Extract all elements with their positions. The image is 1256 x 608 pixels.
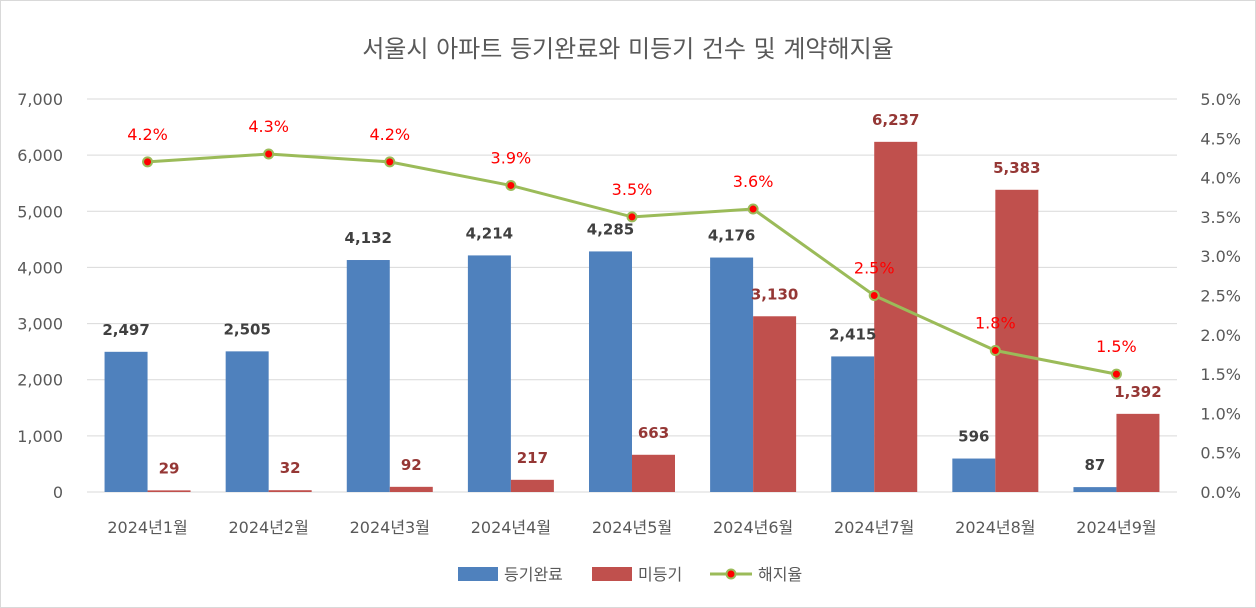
data-label-등기완료: 4,214: [466, 224, 513, 242]
data-label-미등기: 3,130: [751, 285, 798, 303]
axes: 0 1,000 2,000 3,000 4,000 5,000 6,000 7,000 0.0%…: [17, 90, 1241, 537]
legend-swatch-미등기: [592, 567, 632, 581]
y-left-tick-label: 7,000: [17, 90, 63, 109]
point-해지율: [747, 203, 759, 215]
y-left-tick-label: 3,000: [17, 315, 63, 334]
bar-등기완료: [710, 257, 754, 492]
legend-swatch-등기완료: [458, 567, 498, 581]
data-label-미등기: 663: [638, 424, 669, 442]
x-tick-label: 2024년7월: [834, 518, 914, 537]
bar-등기완료: [589, 251, 632, 492]
data-label-미등기: 1,392: [1114, 383, 1161, 401]
point-해지율: [1110, 368, 1122, 380]
y-left-tick-label: 2,000: [17, 371, 63, 390]
y-right-tick-label: 2.0%: [1200, 326, 1241, 345]
point-해지율: [384, 156, 396, 168]
y-right-tick-label: 1.0%: [1200, 404, 1241, 423]
bar-미등기: [995, 189, 1039, 492]
data-label-해지율: 3.5%: [612, 180, 653, 199]
y-left-tick-label: 5,000: [17, 202, 63, 221]
bar-등기완료: [831, 356, 875, 492]
data-label-미등기: 6,237: [872, 111, 919, 129]
data-label-등기완료: 4,132: [345, 229, 392, 247]
data-label-미등기: 32: [280, 459, 301, 477]
x-tick-label: 2024년4월: [471, 518, 551, 537]
data-label-등기완료: 596: [958, 428, 989, 446]
data-label-미등기: 5,383: [993, 159, 1040, 177]
y-right-tick-label: 5.0%: [1200, 90, 1241, 109]
bars: [104, 141, 1160, 492]
x-tick-label: 2024년2월: [228, 518, 308, 537]
x-tick-label: 2024년1월: [107, 518, 187, 537]
y-left-tick-label: 0: [53, 483, 63, 502]
bar-등기완료: [1073, 487, 1117, 492]
bar-등기완료: [952, 458, 996, 492]
legend-marker-해지율: [725, 568, 737, 580]
x-tick-label: 2024년3월: [350, 518, 430, 537]
point-해지율: [263, 148, 275, 160]
data-label-미등기: 92: [401, 456, 422, 474]
bar-미등기: [389, 486, 433, 492]
data-label-해지율: 3.9%: [491, 148, 532, 167]
y-right-tick-label: 0.0%: [1200, 483, 1241, 502]
y-left-tick-label: 4,000: [17, 258, 63, 277]
data-label-등기완료: 87: [1085, 456, 1106, 474]
x-tick-label: 2024년8월: [955, 518, 1035, 537]
y-right-tick-label: 2.5%: [1200, 287, 1241, 306]
data-label-등기완료: 4,285: [587, 220, 634, 238]
chart-title: 서울시 아파트 등기완료와 미등기 건수 및 계약해지율: [362, 35, 894, 63]
y-right-tick-label: 0.5%: [1200, 444, 1241, 463]
data-label-해지율: 1.5%: [1096, 337, 1137, 356]
y-right-tick-label: 4.5%: [1200, 129, 1241, 148]
data-label-해지율: 4.3%: [248, 117, 289, 136]
point-해지율: [142, 156, 154, 168]
bar-등기완료: [346, 260, 390, 492]
data-label-해지율: 4.2%: [127, 125, 168, 144]
data-label-해지율: 2.5%: [854, 259, 895, 278]
y-right-tick-label: 3.5%: [1200, 208, 1241, 227]
point-해지율: [626, 211, 638, 223]
bar-등기완료: [104, 351, 148, 492]
bar-미등기: [632, 454, 675, 492]
y-left-tick-label: 1,000: [17, 427, 63, 446]
bar-등기완료: [225, 351, 269, 492]
y-right-tick-label: 3.0%: [1200, 247, 1241, 266]
data-label-미등기: 217: [517, 449, 548, 467]
data-label-등기완료: 2,497: [102, 321, 149, 339]
data-label-해지율: 4.2%: [369, 125, 410, 144]
data-label-해지율: 1.8%: [975, 314, 1016, 333]
bar-미등기: [753, 316, 797, 492]
data-label-미등기: 29: [159, 459, 180, 477]
x-tick-label: 2024년9월: [1076, 518, 1156, 537]
y-right-tick-label: 1.5%: [1200, 365, 1241, 384]
data-label-해지율: 3.6%: [733, 172, 774, 191]
x-tick-label: 2024년5월: [592, 518, 672, 537]
data-label-등기완료: 2,505: [223, 320, 270, 338]
rate-line: [142, 148, 1122, 380]
bar-미등기: [1116, 413, 1160, 492]
x-tick-label: 2024년6월: [713, 518, 793, 537]
bar-미등기: [510, 479, 554, 492]
point-해지율: [989, 345, 1001, 357]
bar-등기완료: [467, 255, 511, 492]
data-labels: 2,497 29 2,505 32 4,132 92 4,214 217 4,285 663 4,1…: [102, 111, 1161, 478]
legend-label-미등기: 미등기: [638, 565, 682, 584]
legend-label-해지율: 해지율: [758, 565, 802, 584]
point-해지율: [868, 290, 880, 301]
data-label-등기완료: 4,176: [708, 227, 755, 245]
y-left-tick-label: 6,000: [17, 146, 63, 165]
data-label-등기완료: 2,415: [829, 325, 876, 343]
legend-label-등기완료: 등기완료: [504, 565, 563, 584]
bar-미등기: [147, 490, 191, 492]
bar-미등기: [268, 490, 312, 492]
bar-미등기: [874, 141, 918, 492]
legend: 등기완료 미등기 해지율: [458, 565, 802, 584]
point-해지율: [505, 179, 517, 191]
y-right-tick-label: 4.0%: [1200, 169, 1241, 188]
